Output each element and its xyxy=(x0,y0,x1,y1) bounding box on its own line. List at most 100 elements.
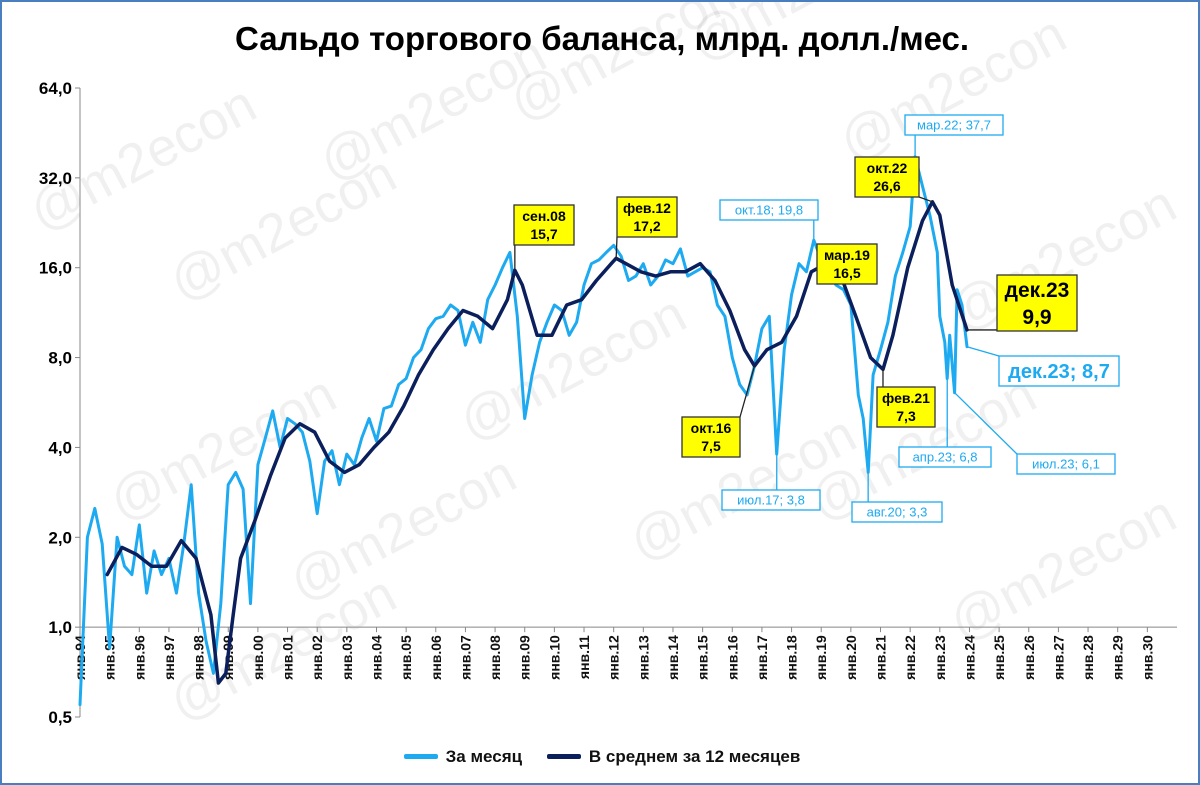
series-monthly-line xyxy=(78,155,969,707)
callout-average: дек.23 9,9 xyxy=(966,274,1078,332)
chart-title: Сальдо торгового баланса, млрд. долл./ме… xyxy=(234,20,970,57)
x-tick-label: янв.21 xyxy=(873,635,889,680)
callout-text: дек.23 xyxy=(1005,279,1070,302)
legend-item-average: В среднем за 12 месяцев xyxy=(546,746,801,767)
callout-monthly: дек.23; 8,7 xyxy=(966,346,1120,387)
legend-item-monthly: За месяц xyxy=(403,746,523,767)
x-tick-label: янв.26 xyxy=(1021,635,1037,680)
x-tick-label: янв.28 xyxy=(1080,635,1096,680)
callout-text: фев.21 xyxy=(882,390,930,406)
x-tick-label: янв.01 xyxy=(280,635,296,680)
legend-swatch-average xyxy=(546,754,581,759)
x-tick-label: янв.25 xyxy=(991,635,1007,680)
x-tick-label: янв.14 xyxy=(665,635,681,680)
x-tick-label: янв.16 xyxy=(724,635,740,680)
y-axis: 0,5 1,0 2,0 4,0 8,0 16,0 32,0 64,0 xyxy=(39,79,81,727)
y-tick-label: 2,0 xyxy=(48,528,72,547)
legend: За месяц В среднем за 12 месяцев xyxy=(2,744,1200,767)
callout-box xyxy=(616,196,678,238)
callout-box xyxy=(1016,453,1116,475)
x-tick-label: янв.02 xyxy=(309,635,325,680)
callout-text: 15,7 xyxy=(530,226,557,242)
callout-box xyxy=(876,386,936,428)
annotation-layer: сен.08 15,7 фев.12 17,2 окт.16 7,5 мар.19 16,5 ф… xyxy=(513,114,1120,523)
callout-monthly: мар.22; 37,7 xyxy=(904,114,1004,157)
callout-average: фев.21 7,3 xyxy=(876,369,936,428)
y-tick-label: 8,0 xyxy=(48,349,72,368)
x-tick-label: янв.19 xyxy=(813,635,829,680)
callout-text: 16,5 xyxy=(833,265,860,281)
callout-text: мар.19 xyxy=(824,247,870,263)
watermark-text: @m2econ xyxy=(99,364,345,533)
y-tick-label: 64,0 xyxy=(39,79,72,98)
y-tick-label: 16,0 xyxy=(39,259,72,278)
callout-box xyxy=(851,501,943,523)
callout-box xyxy=(513,204,575,246)
callout-monthly: июл.23; 6,1 xyxy=(954,392,1116,475)
callout-box xyxy=(998,355,1120,387)
callout-box xyxy=(996,274,1078,332)
callout-text: окт.16 xyxy=(691,420,732,436)
callout-text: 7,5 xyxy=(701,438,721,454)
callout-text: фев.12 xyxy=(623,200,671,216)
callout-box xyxy=(904,114,1004,136)
x-tick-label: янв.00 xyxy=(250,635,266,680)
callout-average: фев.12 17,2 xyxy=(615,196,678,259)
callout-average: окт.22 26,6 xyxy=(854,156,933,203)
callout-box xyxy=(816,243,878,285)
callout-leader xyxy=(615,236,618,259)
x-tick-label: янв.10 xyxy=(546,635,562,680)
x-tick-label: янв.29 xyxy=(1110,635,1126,680)
callout-text: июл.23; 6,1 xyxy=(1032,457,1100,472)
callout-text: сен.08 xyxy=(522,208,566,224)
x-tick-label: янв.20 xyxy=(843,635,859,680)
callout-text: 26,6 xyxy=(873,178,900,194)
x-tick-label: янв.24 xyxy=(961,635,977,680)
x-tick-label: янв.30 xyxy=(1139,635,1155,680)
watermark-text: @m2econ xyxy=(829,4,1075,173)
x-tick-label: янв.22 xyxy=(902,635,918,680)
callout-leader xyxy=(739,365,756,418)
y-tick-label: 0,5 xyxy=(48,708,72,727)
callout-monthly: июл.17; 3,8 xyxy=(721,454,821,511)
x-tick-label: янв.03 xyxy=(339,635,355,680)
callout-text: 7,3 xyxy=(896,408,916,424)
callout-text: 17,2 xyxy=(633,218,660,234)
callout-leader xyxy=(954,392,1018,455)
x-tick-label: янв.06 xyxy=(428,635,444,680)
x-tick-label: янв.13 xyxy=(635,635,651,680)
legend-label-monthly: За месяц xyxy=(445,746,523,766)
x-tick-label: янв.23 xyxy=(932,635,948,680)
legend-swatch-monthly xyxy=(403,754,438,759)
x-tick-label: янв.12 xyxy=(606,635,622,680)
legend-label-average: В среднем за 12 месяцев xyxy=(588,746,801,766)
x-tick-label: янв.11 xyxy=(576,635,592,679)
callout-box xyxy=(681,416,741,458)
callout-text: июл.17; 3,8 xyxy=(737,493,805,508)
callout-text: окт.22 xyxy=(867,160,908,176)
x-tick-label: янв.98 xyxy=(191,635,207,680)
callout-text: дек.23; 8,7 xyxy=(1008,361,1110,383)
callout-monthly: апр.23; 6,8 xyxy=(898,378,992,468)
watermark-text: @m2econ xyxy=(279,444,525,613)
callout-box xyxy=(898,446,992,468)
watermark-text: @m2econ xyxy=(679,2,925,73)
x-tick-label: янв.96 xyxy=(131,635,147,680)
x-tick-label: янв.07 xyxy=(457,635,473,680)
callout-text: мар.22; 37,7 xyxy=(917,118,991,133)
y-tick-label: 32,0 xyxy=(39,169,72,188)
x-tick-label: янв.17 xyxy=(754,635,770,680)
x-tick-label: янв.97 xyxy=(161,635,177,680)
callout-leader xyxy=(918,196,933,203)
callout-monthly: окт.18; 19,8 xyxy=(719,199,819,241)
x-tick-label: янв.27 xyxy=(1050,635,1066,680)
callout-leader xyxy=(966,346,1000,357)
callout-text: авг.20; 3,3 xyxy=(867,505,928,520)
y-tick-label: 4,0 xyxy=(48,438,72,457)
callout-average: окт.16 7,5 xyxy=(681,365,756,458)
callout-box xyxy=(719,199,819,221)
x-tick-label: янв.04 xyxy=(368,635,384,680)
x-axis: янв.94 янв.95 янв.96 янв.97 янв.98 янв.99 янв.… xyxy=(72,626,1177,680)
x-tick-label: янв.18 xyxy=(784,635,800,680)
